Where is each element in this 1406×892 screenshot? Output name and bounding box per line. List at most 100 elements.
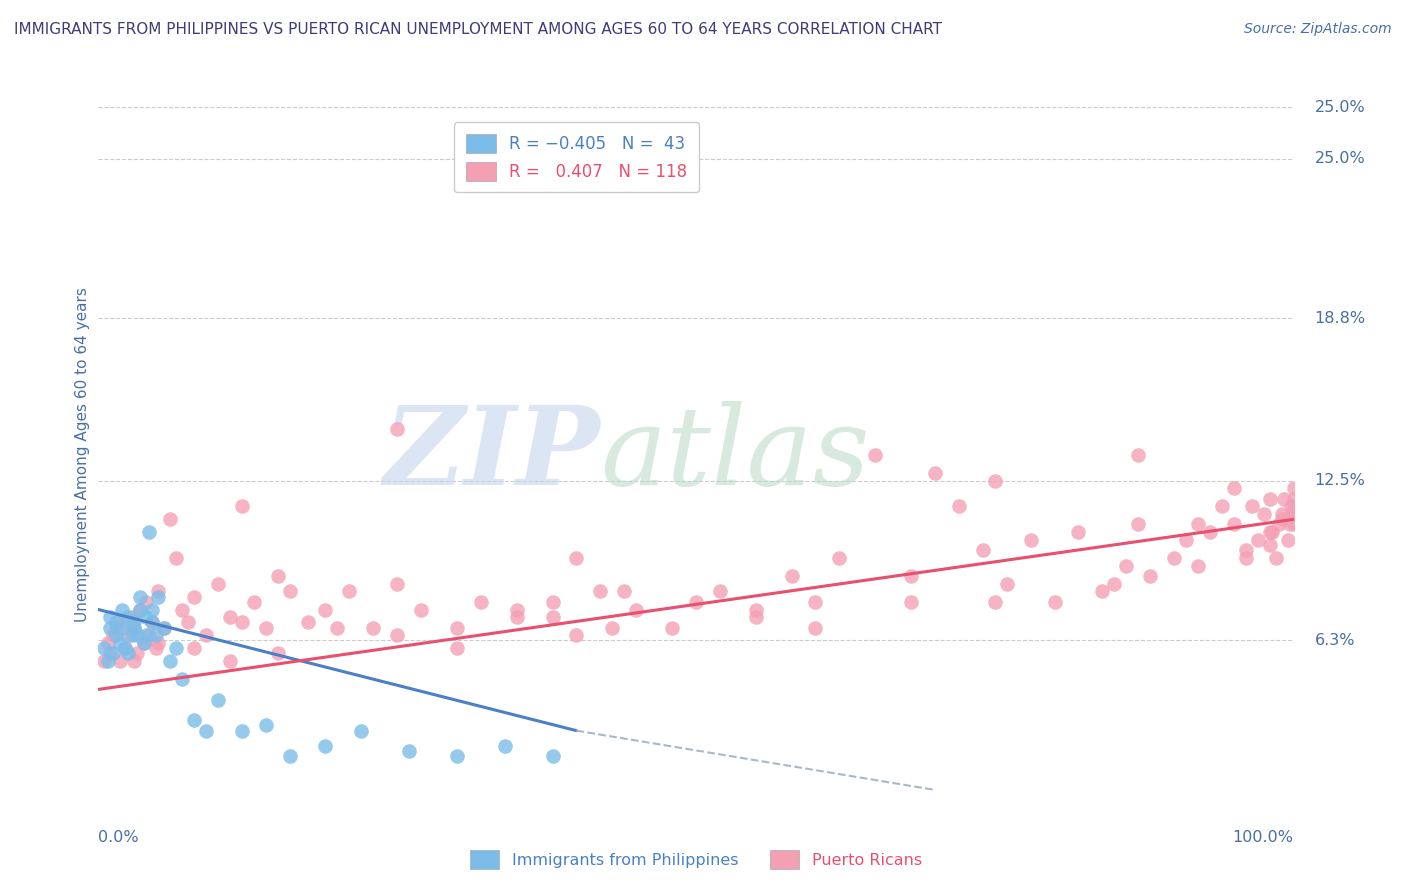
Point xyxy=(231,500,253,514)
Point xyxy=(159,512,181,526)
Point xyxy=(183,590,205,604)
Point xyxy=(1043,595,1066,609)
Point xyxy=(111,621,134,635)
Point xyxy=(1282,482,1305,496)
Text: 6.3%: 6.3% xyxy=(1315,633,1355,648)
Point xyxy=(326,621,349,635)
Point xyxy=(315,739,337,753)
Point xyxy=(350,723,373,738)
Point xyxy=(108,636,131,650)
Point xyxy=(863,448,886,462)
Y-axis label: Unemployment Among Ages 60 to 64 years: Unemployment Among Ages 60 to 64 years xyxy=(75,287,90,623)
Point xyxy=(121,610,143,624)
Point xyxy=(153,621,176,635)
Point xyxy=(194,723,217,738)
Point xyxy=(685,595,707,609)
Point xyxy=(589,584,612,599)
Point xyxy=(129,602,152,616)
Point xyxy=(97,654,120,668)
Point xyxy=(1264,551,1286,566)
Point xyxy=(1222,517,1246,532)
Point xyxy=(267,646,290,660)
Point xyxy=(1278,517,1301,532)
Point xyxy=(148,636,170,650)
Point xyxy=(231,615,253,630)
Point xyxy=(183,714,205,728)
Point xyxy=(983,595,1005,609)
Point xyxy=(1163,551,1185,566)
Point xyxy=(1261,525,1284,540)
Point xyxy=(1271,507,1294,521)
Point xyxy=(1211,500,1233,514)
Point xyxy=(1102,576,1125,591)
Point xyxy=(207,692,229,706)
Point xyxy=(135,610,157,624)
Point xyxy=(624,602,647,616)
Point xyxy=(506,602,529,616)
Point xyxy=(125,628,148,642)
Point xyxy=(1175,533,1198,547)
Text: 12.5%: 12.5% xyxy=(1315,473,1365,488)
Point xyxy=(177,615,200,630)
Point xyxy=(231,723,253,738)
Point xyxy=(1128,448,1150,462)
Point xyxy=(446,621,468,635)
Point xyxy=(924,466,946,480)
Point xyxy=(254,621,277,635)
Point xyxy=(363,621,385,635)
Point xyxy=(124,654,146,668)
Point xyxy=(828,551,851,566)
Point xyxy=(1279,500,1302,514)
Point xyxy=(165,551,187,566)
Point xyxy=(385,576,409,591)
Point xyxy=(153,621,176,635)
Point xyxy=(111,615,134,630)
Point xyxy=(172,672,194,686)
Point xyxy=(124,621,146,635)
Point xyxy=(124,615,146,630)
Point xyxy=(1115,558,1137,573)
Point xyxy=(541,595,564,609)
Point xyxy=(565,551,588,566)
Point xyxy=(1258,525,1281,540)
Point xyxy=(506,610,529,624)
Point xyxy=(1258,491,1281,506)
Point xyxy=(135,628,157,642)
Point xyxy=(108,654,131,668)
Point xyxy=(194,628,217,642)
Point xyxy=(267,569,290,583)
Point xyxy=(114,641,136,656)
Point xyxy=(135,595,157,609)
Point xyxy=(1234,551,1257,566)
Point xyxy=(1282,507,1305,521)
Text: 18.8%: 18.8% xyxy=(1315,310,1365,326)
Point xyxy=(385,422,409,436)
Point xyxy=(315,602,337,616)
Text: 25.0%: 25.0% xyxy=(1315,151,1365,166)
Point xyxy=(145,641,167,656)
Point xyxy=(183,641,205,656)
Point xyxy=(1246,533,1268,547)
Point xyxy=(207,576,229,591)
Point xyxy=(709,584,731,599)
Point xyxy=(141,615,163,630)
Point xyxy=(1234,543,1257,558)
Point xyxy=(105,615,128,630)
Point xyxy=(995,576,1018,591)
Point xyxy=(132,636,155,650)
Point xyxy=(132,636,155,650)
Point xyxy=(494,739,516,753)
Text: 100.0%: 100.0% xyxy=(1233,830,1294,845)
Point xyxy=(97,636,120,650)
Point xyxy=(1277,533,1299,547)
Text: IMMIGRANTS FROM PHILIPPINES VS PUERTO RICAN UNEMPLOYMENT AMONG AGES 60 TO 64 YEA: IMMIGRANTS FROM PHILIPPINES VS PUERTO RI… xyxy=(14,22,942,37)
Point xyxy=(124,621,146,635)
Point xyxy=(1272,491,1295,506)
Point xyxy=(148,590,170,604)
Point xyxy=(254,718,277,732)
Point xyxy=(1187,517,1209,532)
Point xyxy=(661,621,683,635)
Point xyxy=(117,646,139,660)
Point xyxy=(98,610,122,624)
Point xyxy=(93,641,115,656)
